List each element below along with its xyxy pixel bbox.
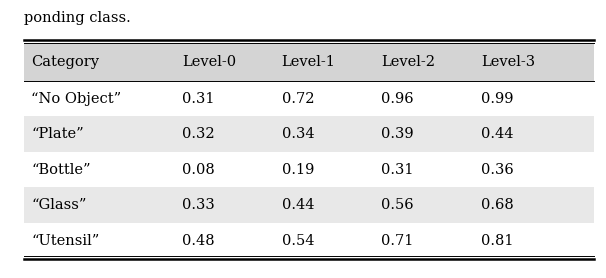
Bar xyxy=(24,223,594,259)
Text: 0.39: 0.39 xyxy=(381,127,414,141)
Text: ponding class.: ponding class. xyxy=(24,11,131,25)
Text: “Utensil”: “Utensil” xyxy=(31,234,99,248)
Text: 0.32: 0.32 xyxy=(182,127,215,141)
Text: Level-3: Level-3 xyxy=(481,55,535,69)
Text: 0.54: 0.54 xyxy=(282,234,315,248)
Text: “Bottle”: “Bottle” xyxy=(31,163,90,177)
Bar xyxy=(24,187,594,223)
Text: 0.08: 0.08 xyxy=(182,163,215,177)
Text: Level-1: Level-1 xyxy=(282,55,336,69)
Text: 0.33: 0.33 xyxy=(182,198,215,212)
Text: 0.68: 0.68 xyxy=(481,198,514,212)
Text: Level-2: Level-2 xyxy=(381,55,435,69)
Bar xyxy=(24,116,594,152)
Text: “Plate”: “Plate” xyxy=(31,127,84,141)
Text: “No Object”: “No Object” xyxy=(31,91,121,106)
Text: 0.99: 0.99 xyxy=(481,91,514,106)
Text: 0.96: 0.96 xyxy=(381,91,414,106)
Text: 0.48: 0.48 xyxy=(182,234,215,248)
Text: 0.44: 0.44 xyxy=(481,127,514,141)
Text: 0.36: 0.36 xyxy=(481,163,514,177)
Bar xyxy=(24,152,594,187)
Text: Category: Category xyxy=(31,55,99,69)
Text: 0.44: 0.44 xyxy=(282,198,315,212)
Text: 0.72: 0.72 xyxy=(282,91,315,106)
Text: Level-0: Level-0 xyxy=(182,55,236,69)
Text: 0.19: 0.19 xyxy=(282,163,314,177)
Bar xyxy=(24,81,594,116)
Text: 0.31: 0.31 xyxy=(182,91,215,106)
Bar xyxy=(24,43,594,81)
Text: 0.34: 0.34 xyxy=(282,127,315,141)
Text: 0.56: 0.56 xyxy=(381,198,414,212)
Text: 0.81: 0.81 xyxy=(481,234,514,248)
Text: “Glass”: “Glass” xyxy=(31,198,87,212)
Text: 0.31: 0.31 xyxy=(381,163,414,177)
Text: 0.71: 0.71 xyxy=(381,234,414,248)
